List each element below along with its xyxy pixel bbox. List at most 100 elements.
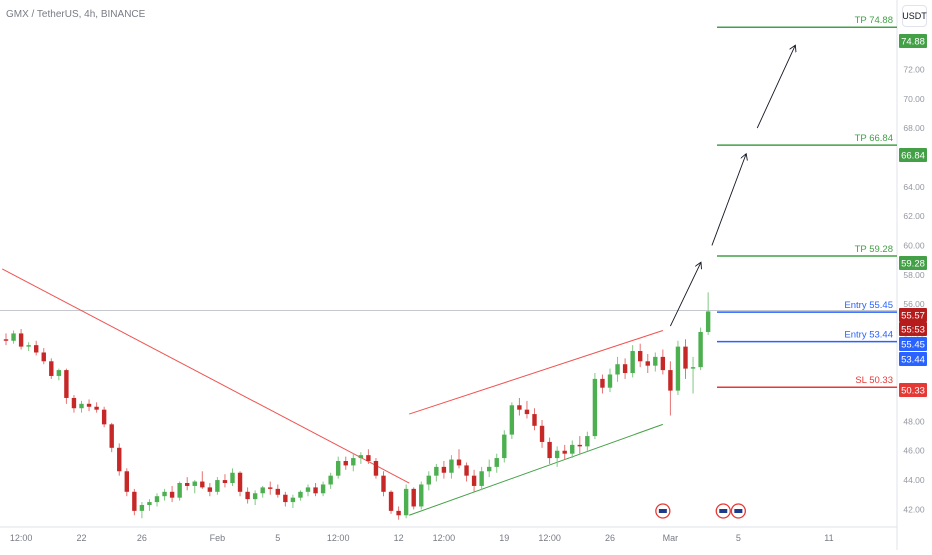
candle <box>252 490 258 506</box>
price-axis-badge-label: 59.28 <box>901 259 925 270</box>
candle <box>290 494 296 508</box>
candle <box>124 468 129 497</box>
candle <box>660 349 666 375</box>
currency-button[interactable]: USDT <box>902 5 927 27</box>
candle <box>298 490 303 501</box>
level-label: Entry 53.44 <box>844 330 893 341</box>
y-tick-label: 68.00 <box>903 123 925 133</box>
candle <box>668 361 673 416</box>
candle <box>101 406 107 428</box>
candle <box>562 444 567 460</box>
candle <box>615 356 620 382</box>
candle <box>268 481 273 495</box>
price-axis-badge <box>899 148 927 162</box>
candle <box>222 474 228 488</box>
candle <box>638 343 643 368</box>
candle <box>56 368 62 381</box>
candle <box>487 459 492 478</box>
level-label: TP 59.28 <box>855 244 893 255</box>
price-axis-badge-label: 74.88 <box>901 37 925 48</box>
candle <box>192 480 197 494</box>
candle <box>328 472 333 489</box>
candle <box>358 452 364 464</box>
candle <box>388 490 394 514</box>
candle <box>26 342 31 352</box>
projection-arrow[interactable] <box>669 263 700 327</box>
level-label: Entry 55.45 <box>844 300 893 311</box>
projection-arrow[interactable] <box>756 46 795 129</box>
candle <box>585 431 590 451</box>
event-flag-icon-stripe <box>719 509 728 513</box>
candle <box>320 481 326 497</box>
y-tick-label: 62.00 <box>903 211 925 221</box>
x-tick-label: 12:00 <box>327 533 350 543</box>
candle <box>41 348 46 365</box>
candle <box>456 449 462 469</box>
y-tick-label: 58.00 <box>903 270 925 280</box>
candle <box>230 468 235 486</box>
channel-top[interactable] <box>409 330 664 415</box>
price-axis-badge-label: 53.44 <box>901 355 925 366</box>
price-axis-badge-label: 55.57 <box>901 311 925 322</box>
y-tick-label: 44.00 <box>903 475 925 485</box>
y-tick-label: 48.00 <box>903 416 925 426</box>
candle <box>305 484 311 497</box>
candle <box>509 402 515 440</box>
candle <box>698 327 703 371</box>
candle <box>494 453 499 473</box>
candle <box>169 485 175 503</box>
projection-arrow[interactable] <box>711 155 746 246</box>
x-tick-label: Mar <box>663 533 679 543</box>
level-label: TP 74.88 <box>855 15 893 26</box>
candle <box>449 455 454 479</box>
y-tick-label: 72.00 <box>903 64 925 74</box>
y-tick-label: 42.00 <box>903 504 925 514</box>
candle <box>539 419 545 448</box>
candle <box>554 446 560 467</box>
x-tick-label: 26 <box>605 533 615 543</box>
candle <box>18 329 24 350</box>
candle <box>207 483 213 497</box>
candle <box>185 477 190 491</box>
candle <box>177 481 182 501</box>
price-axis-badge-label: 55:53 <box>901 325 925 336</box>
x-tick-label: 12:00 <box>10 533 33 543</box>
candle <box>434 463 439 482</box>
candle <box>396 506 401 520</box>
price-axis-badge <box>899 383 927 397</box>
x-tick-label: 19 <box>499 533 509 543</box>
candle <box>109 422 114 453</box>
candle <box>343 456 348 470</box>
candle <box>547 437 552 464</box>
candle <box>622 358 628 379</box>
candle <box>517 397 522 416</box>
candle <box>381 471 386 497</box>
candle <box>260 485 265 498</box>
price-axis-badge <box>899 256 927 270</box>
price-axis-badge <box>899 34 927 48</box>
candle <box>607 368 613 393</box>
x-tick-label: 5 <box>275 533 280 543</box>
candle <box>313 483 318 497</box>
candle <box>86 399 92 412</box>
channel-bottom[interactable] <box>409 423 664 516</box>
price-axis-badge <box>899 337 927 351</box>
x-tick-label: 11 <box>824 533 833 543</box>
candle <box>577 436 582 454</box>
candle <box>426 471 431 491</box>
candle <box>653 352 658 372</box>
down-trendline[interactable] <box>1 268 410 484</box>
level-label: TP 66.84 <box>855 133 893 144</box>
candle <box>403 484 409 519</box>
candle <box>630 345 635 378</box>
candle <box>471 469 477 492</box>
price-axis-badge <box>899 352 927 366</box>
candle <box>200 471 205 489</box>
candle <box>3 333 9 346</box>
event-flag-icon-stripe <box>658 509 667 513</box>
x-tick-label: 22 <box>76 533 86 543</box>
x-tick-label: 12:00 <box>433 533 456 543</box>
price-axis-badge-label: 55.45 <box>901 340 925 351</box>
